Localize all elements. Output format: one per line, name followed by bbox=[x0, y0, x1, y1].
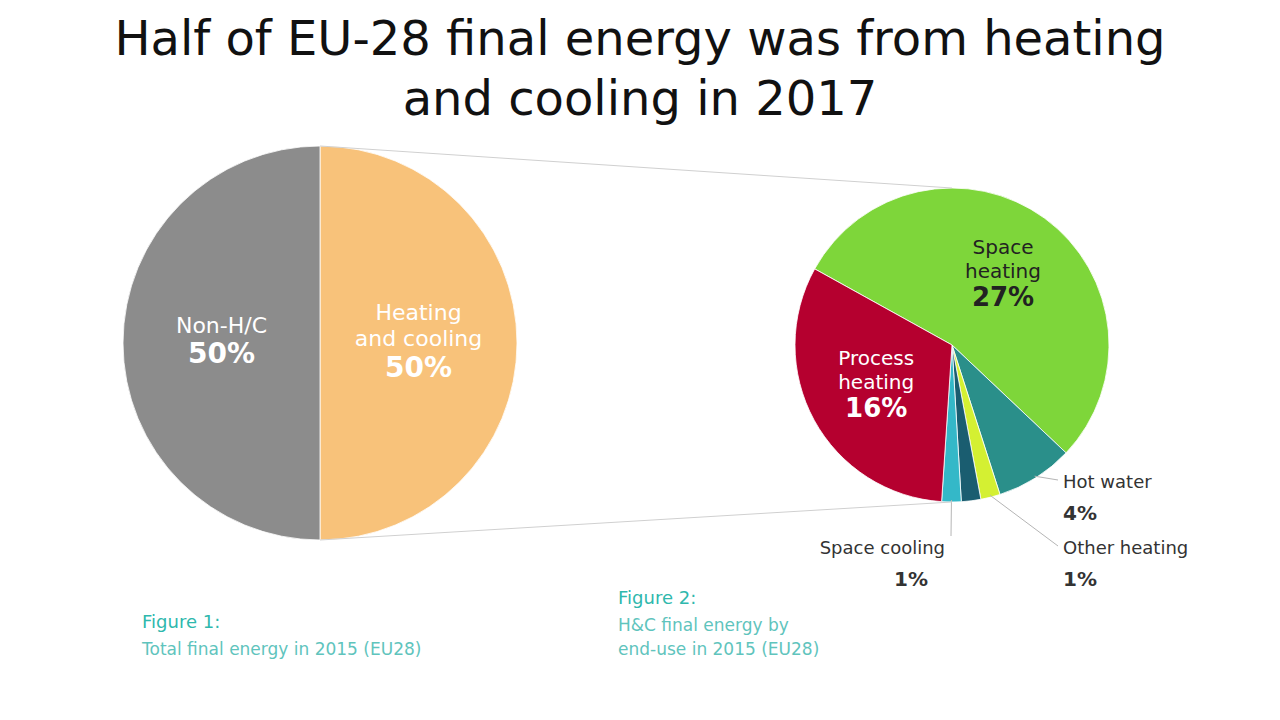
pie-slice bbox=[795, 269, 952, 502]
slice-label: Heatingand cooling bbox=[355, 300, 483, 351]
caption: Total final energy in 2015 (EU28) bbox=[141, 639, 421, 659]
caption: H&C final energy byend-use in 2015 (EU28… bbox=[618, 615, 819, 659]
connector-line bbox=[320, 502, 952, 540]
value-label: 4% bbox=[1063, 501, 1097, 525]
connector-line bbox=[320, 146, 952, 188]
slice-label: Other heating bbox=[1063, 537, 1188, 558]
leader-line bbox=[951, 500, 952, 536]
pie-slice bbox=[320, 146, 517, 540]
slice-label: Space cooling bbox=[820, 537, 945, 558]
figure-label: Figure 2: bbox=[618, 587, 696, 608]
slice-label: Non-H/C bbox=[176, 313, 267, 338]
value-label: 50% bbox=[385, 351, 452, 384]
value-label: 1% bbox=[894, 567, 928, 591]
chart: Heatingand cooling50%Non-H/C50%Figure 1:… bbox=[0, 0, 1280, 720]
leader-line bbox=[990, 495, 1058, 546]
leader-line bbox=[1035, 476, 1058, 480]
pie bbox=[123, 146, 517, 540]
title: Half of EU-28 final energy was from heat… bbox=[90, 8, 1190, 128]
slice-label: Hot water bbox=[1063, 471, 1152, 492]
value-label: 1% bbox=[1063, 567, 1097, 591]
value-label: 50% bbox=[188, 337, 255, 370]
pie-slice bbox=[123, 146, 320, 540]
figure-label: Figure 1: bbox=[142, 611, 220, 632]
value-label: 27% bbox=[972, 282, 1034, 312]
slice-label: Spaceheating bbox=[965, 235, 1041, 283]
pie bbox=[795, 188, 1109, 502]
value-label: 16% bbox=[845, 393, 907, 423]
slice-label: Processheating bbox=[838, 346, 914, 394]
